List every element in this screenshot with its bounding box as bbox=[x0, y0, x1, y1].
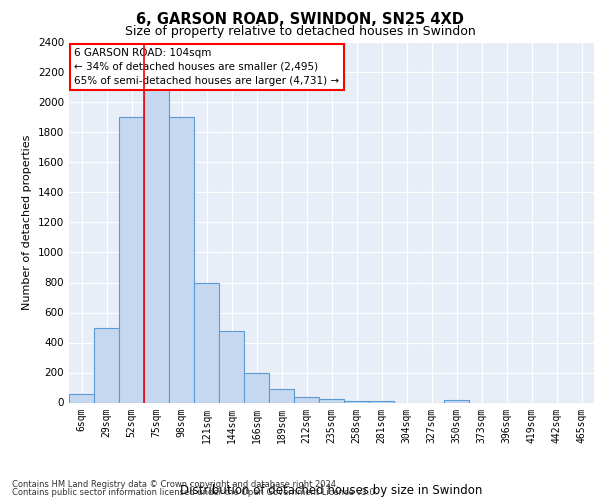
Bar bbox=[219, 331, 244, 402]
Bar bbox=[169, 118, 194, 403]
Bar bbox=[319, 399, 344, 402]
Bar bbox=[294, 397, 319, 402]
Y-axis label: Number of detached properties: Number of detached properties bbox=[22, 135, 32, 310]
Bar bbox=[69, 394, 94, 402]
Bar bbox=[194, 282, 219, 403]
Bar bbox=[119, 118, 144, 403]
Bar bbox=[344, 401, 369, 402]
Text: 6, GARSON ROAD, SWINDON, SN25 4XD: 6, GARSON ROAD, SWINDON, SN25 4XD bbox=[136, 12, 464, 28]
Text: 6 GARSON ROAD: 104sqm
← 34% of detached houses are smaller (2,495)
65% of semi-d: 6 GARSON ROAD: 104sqm ← 34% of detached … bbox=[74, 48, 340, 86]
Bar bbox=[144, 46, 169, 403]
Bar bbox=[444, 400, 469, 402]
Bar bbox=[94, 328, 119, 402]
Text: Contains HM Land Registry data © Crown copyright and database right 2024.: Contains HM Land Registry data © Crown c… bbox=[12, 480, 338, 489]
Text: Size of property relative to detached houses in Swindon: Size of property relative to detached ho… bbox=[125, 25, 475, 38]
X-axis label: Distribution of detached houses by size in Swindon: Distribution of detached houses by size … bbox=[181, 484, 482, 498]
Bar bbox=[244, 372, 269, 402]
Bar bbox=[369, 401, 394, 402]
Bar bbox=[269, 389, 294, 402]
Text: Contains public sector information licensed under the Open Government Licence v3: Contains public sector information licen… bbox=[12, 488, 377, 497]
